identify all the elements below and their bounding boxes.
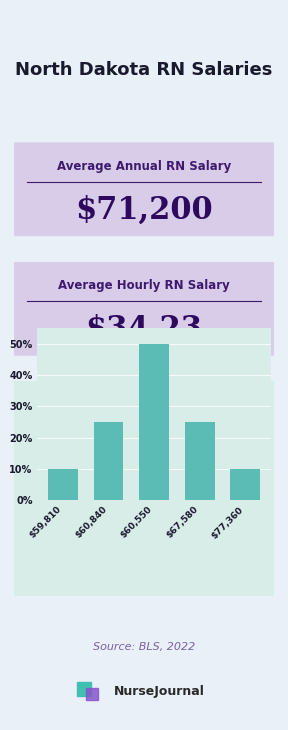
Bar xyxy=(48,469,78,500)
Text: North Dakota RN Salaries: North Dakota RN Salaries xyxy=(15,61,273,79)
Text: NurseJournal: NurseJournal xyxy=(114,685,205,698)
FancyBboxPatch shape xyxy=(9,262,279,356)
Text: Percentage of RNs: Percentage of RNs xyxy=(84,413,194,423)
Text: Average Hourly RN Salary: Average Hourly RN Salary xyxy=(58,280,230,293)
Text: $34.23: $34.23 xyxy=(86,315,202,345)
Bar xyxy=(139,344,169,500)
FancyBboxPatch shape xyxy=(12,380,276,598)
Text: Average Annual RN Salary: Average Annual RN Salary xyxy=(57,160,231,173)
Bar xyxy=(94,422,123,500)
Text: $71,200: $71,200 xyxy=(75,195,213,226)
Bar xyxy=(185,422,215,500)
FancyBboxPatch shape xyxy=(9,142,279,237)
Text: Source: BLS, 2022: Source: BLS, 2022 xyxy=(93,642,195,652)
Bar xyxy=(230,469,260,500)
Text: RN Salary Range: RN Salary Range xyxy=(85,389,203,402)
